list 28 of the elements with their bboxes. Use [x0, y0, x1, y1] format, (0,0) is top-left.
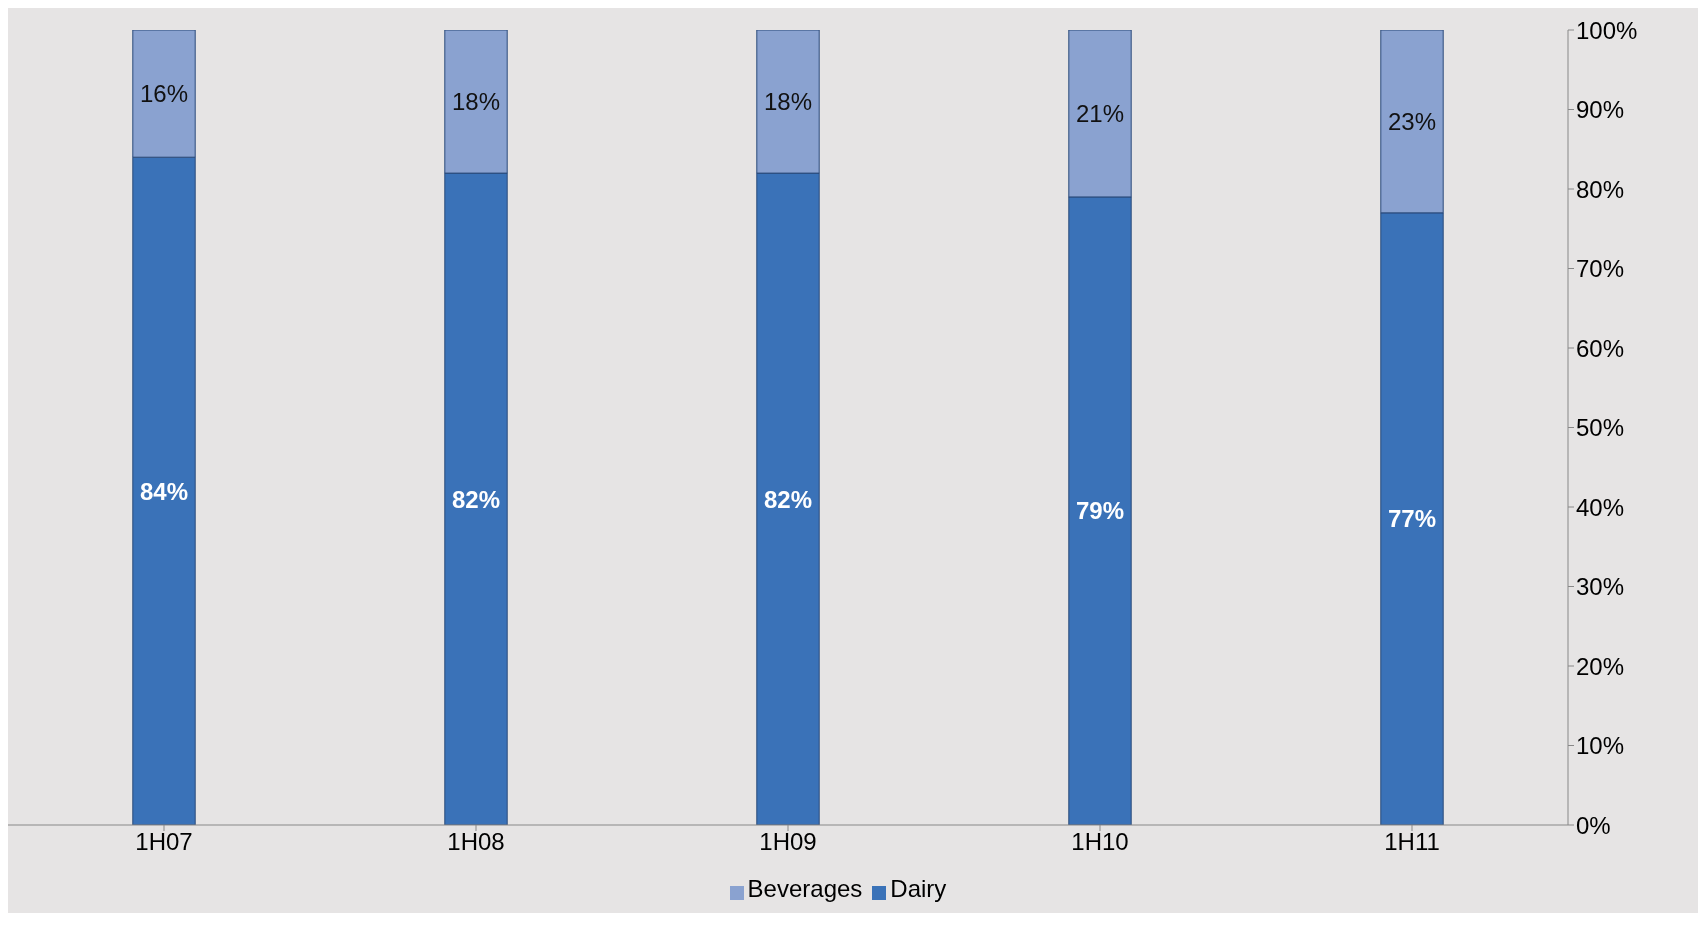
data-label: 82% [763, 485, 813, 513]
data-label: 18% [763, 88, 813, 116]
x-tick-label: 1H11 [1384, 828, 1440, 856]
y-tick-label: 30% [1576, 573, 1625, 601]
x-tick-label: 1H07 [135, 828, 193, 856]
data-label: 77% [1387, 505, 1437, 533]
x-tick-label: 1H08 [447, 828, 505, 856]
data-label: 21% [1075, 99, 1125, 127]
data-label: 82% [451, 485, 501, 513]
y-tick-label: 0% [1576, 811, 1611, 839]
x-tick-label: 1H09 [759, 828, 817, 856]
y-tick-label: 90% [1576, 96, 1625, 124]
data-label: 23% [1387, 107, 1437, 135]
data-label: 84% [139, 477, 189, 505]
data-label: 79% [1075, 497, 1125, 525]
y-tick-label: 100% [1576, 16, 1638, 44]
data-label: 18% [451, 88, 501, 116]
y-tick-label: 10% [1576, 732, 1625, 760]
y-tick-label: 40% [1576, 493, 1625, 521]
y-tick-label: 50% [1576, 414, 1625, 442]
y-tick-label: 80% [1576, 175, 1625, 203]
x-tick-label: 1H10 [1071, 828, 1129, 856]
y-tick-label: 70% [1576, 255, 1625, 283]
y-tick-label: 20% [1576, 652, 1625, 680]
legend-label: Beverages [747, 875, 863, 902]
data-label: 16% [139, 80, 189, 108]
y-tick-label: 60% [1576, 334, 1625, 362]
legend-label: Dairy [890, 875, 947, 902]
